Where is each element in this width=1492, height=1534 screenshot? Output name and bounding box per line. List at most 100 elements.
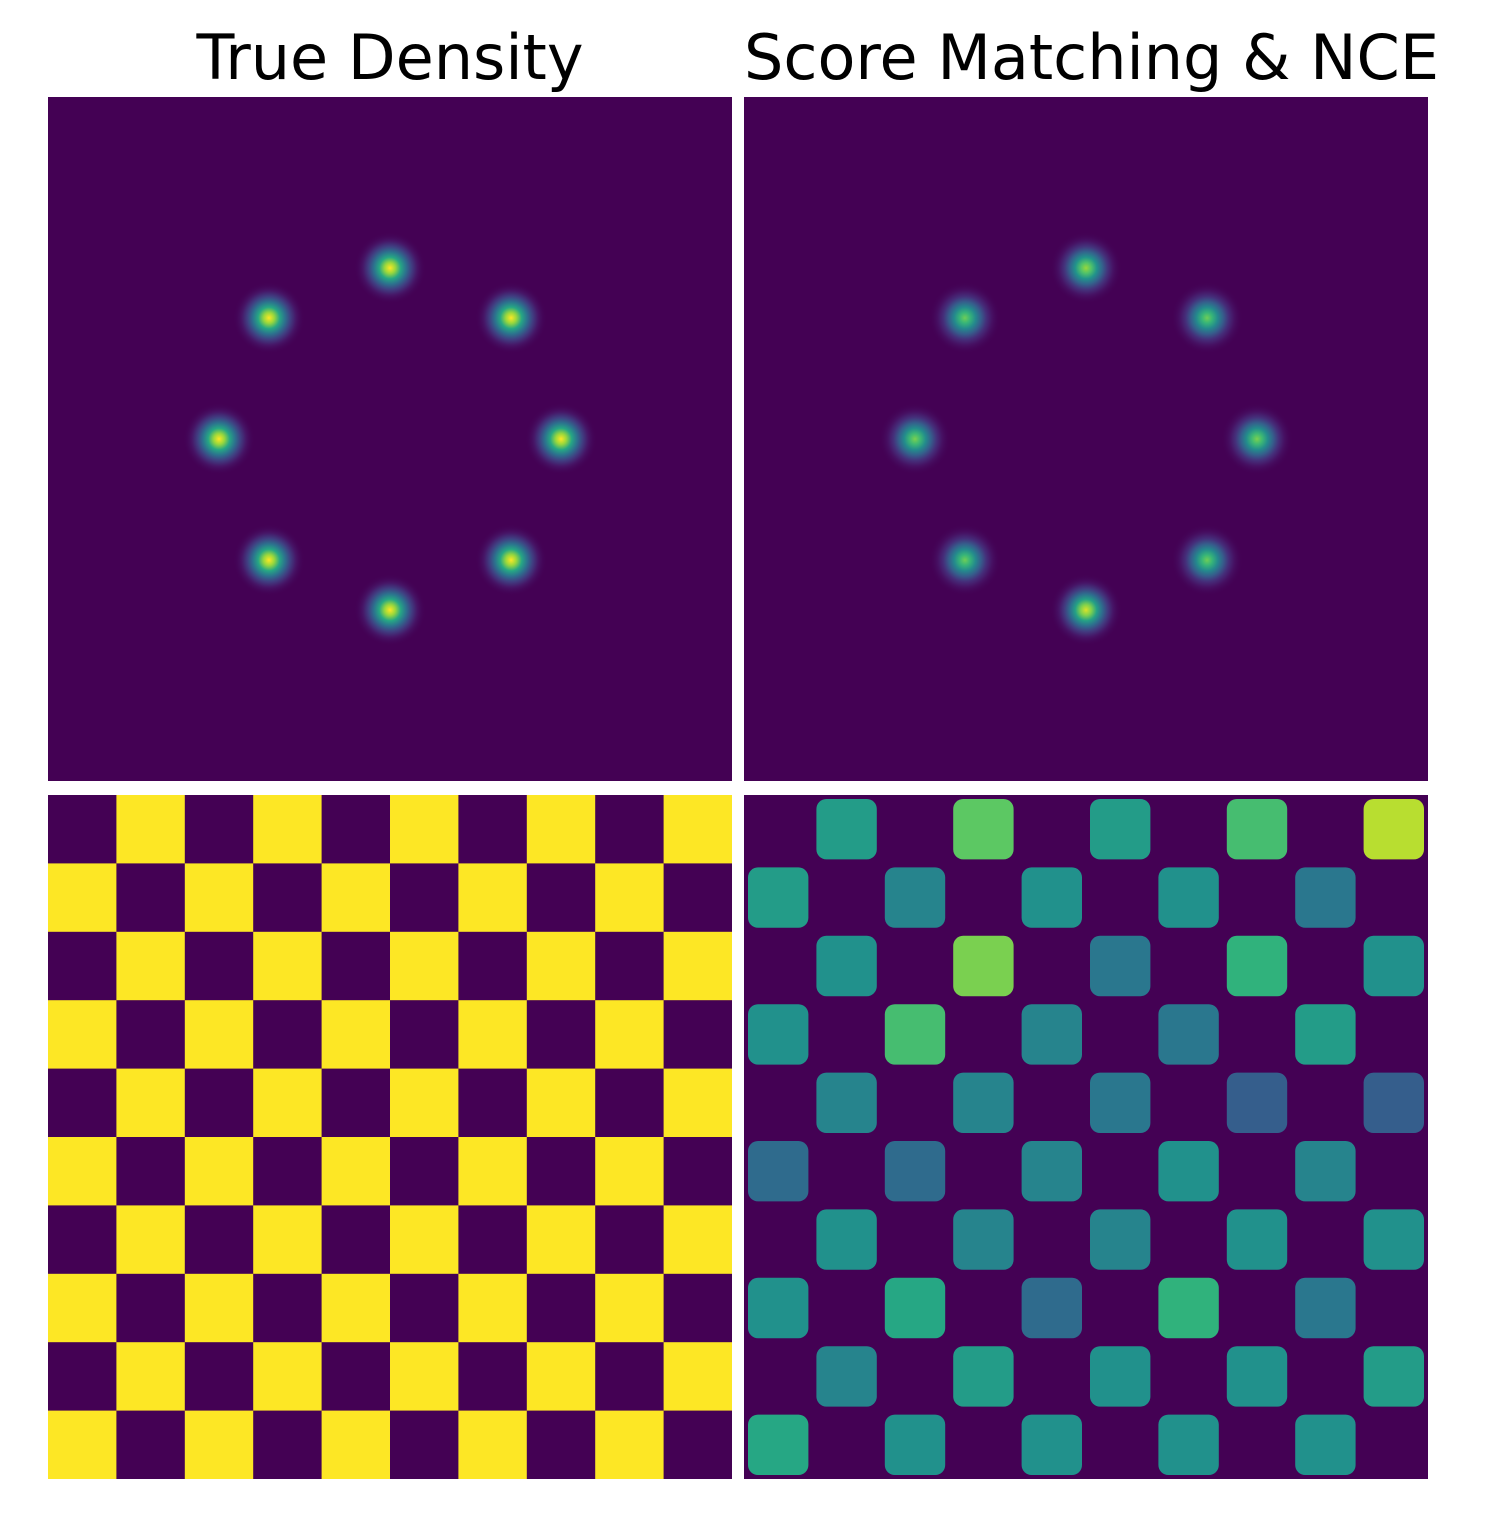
checker-cell — [1226, 1346, 1288, 1407]
checker-cell — [458, 1410, 527, 1479]
checker-cell — [1295, 1141, 1356, 1202]
checker-cell — [253, 1342, 322, 1411]
checker-cell — [390, 1068, 459, 1137]
checker-cell — [321, 1273, 390, 1343]
checker-cell — [458, 1000, 527, 1069]
checker-cell — [816, 1209, 877, 1270]
checker-cell — [953, 1346, 1014, 1407]
checker-cell — [390, 1205, 459, 1274]
heatmap-panel-checkerboard-model — [744, 795, 1428, 1479]
checker-cell — [1295, 867, 1356, 928]
heatmap-panel-ring-model — [744, 97, 1428, 781]
checker-cell — [1158, 1277, 1219, 1339]
checker-cell — [184, 1000, 254, 1069]
heatmap-svg-ring-model — [744, 97, 1428, 781]
checker-cell — [748, 1004, 809, 1065]
ring-mode-blob — [1221, 403, 1293, 475]
checker-cell — [116, 931, 185, 1001]
checker-cell — [953, 1072, 1014, 1133]
checker-cell — [184, 863, 254, 932]
ring-mode-blob — [1050, 232, 1122, 304]
checker-cell — [253, 1068, 322, 1137]
checker-cell — [595, 863, 664, 932]
checker-cell — [748, 1141, 809, 1202]
checker-cell — [1226, 1072, 1288, 1133]
checker-cell — [1021, 1277, 1082, 1339]
checker-cell — [953, 1209, 1014, 1270]
checker-cell — [663, 1205, 732, 1274]
heatmap-panel-checkerboard-true — [48, 795, 732, 1479]
checker-cell — [748, 867, 809, 928]
checker-cell — [663, 795, 732, 864]
checker-cell — [1363, 1072, 1424, 1133]
checker-cell — [663, 1068, 732, 1137]
heatmap-svg-checkerboard-model — [744, 795, 1428, 1479]
ring-mode-blob — [354, 574, 426, 646]
checker-cell — [1295, 1414, 1356, 1475]
checker-cell — [526, 1068, 596, 1137]
column-title-true-density: True Density — [196, 21, 584, 94]
checker-cell — [884, 867, 946, 928]
checker-cell — [1021, 1414, 1082, 1475]
checker-cell — [1090, 935, 1151, 997]
checker-cell — [321, 863, 390, 932]
ring-mode-blob — [183, 403, 255, 475]
ring-mode-blob — [1171, 281, 1244, 354]
checker-cell — [390, 931, 459, 1001]
checker-cell — [953, 935, 1014, 997]
ring-mode-blob — [232, 524, 305, 597]
checker-cell — [184, 1137, 254, 1206]
checker-cell — [1158, 867, 1219, 928]
checker-cell — [1363, 1209, 1424, 1270]
checker-cell — [1226, 1209, 1288, 1270]
checker-cell — [1363, 935, 1424, 997]
checker-cell — [595, 1410, 664, 1479]
ring-mode-blob — [1050, 574, 1122, 646]
checker-cell — [1363, 799, 1424, 860]
ring-mode-blob — [928, 281, 1001, 354]
heatmap-svg-checkerboard-true — [48, 795, 732, 1479]
checker-cell — [884, 1004, 946, 1065]
checker-cell — [526, 1342, 596, 1411]
heatmap-panel-ring-true — [48, 97, 732, 781]
checker-cell — [816, 799, 877, 860]
ring-mode-blob — [354, 232, 426, 304]
checker-cell — [1363, 1346, 1424, 1407]
checker-cell — [1295, 1277, 1356, 1339]
checker-cell — [595, 1000, 664, 1069]
checker-cell — [253, 931, 322, 1001]
checker-cell — [458, 1273, 527, 1343]
checker-cell — [663, 1342, 732, 1411]
heatmap-background — [744, 97, 1428, 781]
ring-mode-blob — [1171, 524, 1244, 597]
ring-mode-blob — [475, 524, 548, 597]
checker-cell — [953, 799, 1014, 860]
checker-cell — [884, 1414, 946, 1475]
checker-cell — [321, 1000, 390, 1069]
checker-cell — [116, 1342, 185, 1411]
checker-cell — [390, 1342, 459, 1411]
checker-cell — [663, 931, 732, 1001]
checker-cell — [526, 1205, 596, 1274]
checker-cell — [1158, 1414, 1219, 1475]
checker-cell — [48, 1000, 117, 1069]
checker-cell — [116, 1068, 185, 1137]
checker-cell — [1158, 1141, 1219, 1202]
checker-cell — [526, 931, 596, 1001]
ring-mode-blob — [475, 281, 548, 354]
checker-cell — [390, 795, 459, 864]
checker-cell — [1021, 867, 1082, 928]
checker-cell — [816, 1346, 877, 1407]
checker-cell — [816, 935, 877, 997]
checker-cell — [184, 1410, 254, 1479]
checker-cell — [458, 863, 527, 932]
checker-cell — [48, 863, 117, 932]
checker-cell — [116, 795, 185, 864]
checker-cell — [595, 1137, 664, 1206]
checker-cell — [526, 795, 596, 864]
checker-cell — [748, 1277, 809, 1339]
checker-cell — [253, 1205, 322, 1274]
checker-cell — [1226, 799, 1288, 860]
checker-cell — [1021, 1141, 1082, 1202]
heatmap-background — [48, 97, 732, 781]
